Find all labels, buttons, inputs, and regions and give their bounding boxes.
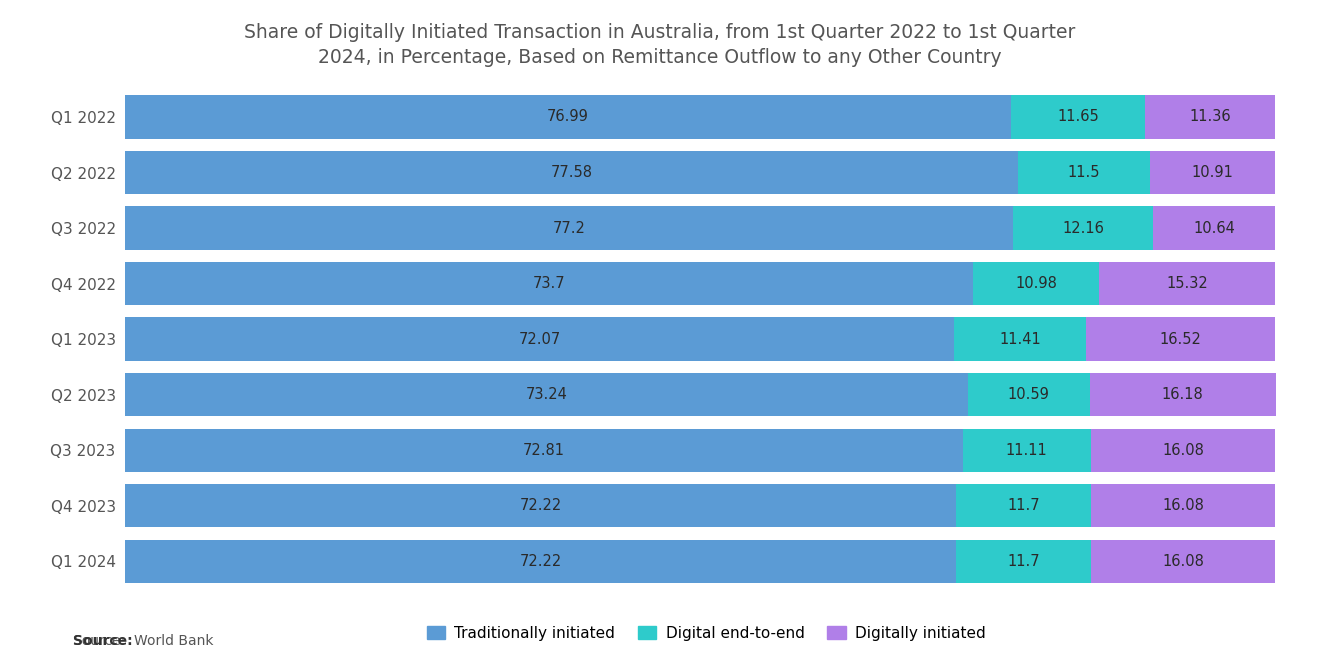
Bar <box>1011 95 1144 139</box>
Bar <box>1018 151 1150 194</box>
Bar <box>968 373 1089 416</box>
Bar <box>1014 206 1154 250</box>
Text: 73.7: 73.7 <box>533 276 565 291</box>
Text: 10.91: 10.91 <box>1192 165 1234 180</box>
Bar <box>954 317 1085 361</box>
Text: 11.7: 11.7 <box>1007 554 1040 569</box>
Text: 11.5: 11.5 <box>1068 165 1100 180</box>
Bar <box>125 206 1014 250</box>
Bar <box>1100 262 1275 305</box>
Text: 11.11: 11.11 <box>1006 443 1048 458</box>
Bar <box>962 428 1090 472</box>
Text: 16.08: 16.08 <box>1162 498 1204 513</box>
Bar <box>1085 317 1275 361</box>
Text: 76.99: 76.99 <box>548 110 589 124</box>
Text: Share of Digitally Initiated Transaction in Australia, from 1st Quarter 2022 to : Share of Digitally Initiated Transaction… <box>244 23 1076 67</box>
Bar <box>125 317 954 361</box>
Bar <box>125 484 956 527</box>
Bar <box>125 262 973 305</box>
Text: 10.64: 10.64 <box>1193 221 1236 235</box>
Text: 15.32: 15.32 <box>1167 276 1208 291</box>
Text: 16.18: 16.18 <box>1162 387 1204 402</box>
Text: 11.41: 11.41 <box>999 332 1040 346</box>
Text: 77.58: 77.58 <box>550 165 593 180</box>
Text: 16.08: 16.08 <box>1162 443 1204 458</box>
Bar <box>1150 151 1275 194</box>
Bar <box>1154 206 1275 250</box>
Legend: Traditionally initiated, Digital end-to-end, Digitally initiated: Traditionally initiated, Digital end-to-… <box>421 620 991 647</box>
Text: 12.16: 12.16 <box>1063 221 1104 235</box>
Bar <box>125 151 1018 194</box>
Text: 16.08: 16.08 <box>1162 554 1204 569</box>
Text: 11.65: 11.65 <box>1057 110 1098 124</box>
Bar <box>1089 373 1275 416</box>
Text: 77.2: 77.2 <box>553 221 586 235</box>
Text: 16.52: 16.52 <box>1159 332 1201 346</box>
Text: Source:  World Bank: Source: World Bank <box>73 634 213 648</box>
Bar <box>956 539 1090 583</box>
Bar <box>125 539 956 583</box>
Text: 72.22: 72.22 <box>520 498 562 513</box>
Bar <box>125 95 1011 139</box>
Bar <box>973 262 1100 305</box>
Text: 72.22: 72.22 <box>520 554 562 569</box>
Bar <box>1090 484 1275 527</box>
Text: 10.98: 10.98 <box>1015 276 1057 291</box>
Bar <box>125 373 968 416</box>
Bar <box>125 428 962 472</box>
Bar <box>1144 95 1275 139</box>
Text: Source:: Source: <box>73 634 132 648</box>
Text: 72.07: 72.07 <box>519 332 561 346</box>
Text: 10.59: 10.59 <box>1007 387 1049 402</box>
Text: 11.7: 11.7 <box>1007 498 1040 513</box>
Text: 11.36: 11.36 <box>1189 110 1232 124</box>
Bar <box>1090 428 1275 472</box>
Text: 73.24: 73.24 <box>525 387 568 402</box>
Bar <box>956 484 1090 527</box>
Text: 72.81: 72.81 <box>523 443 565 458</box>
Bar <box>1090 539 1275 583</box>
